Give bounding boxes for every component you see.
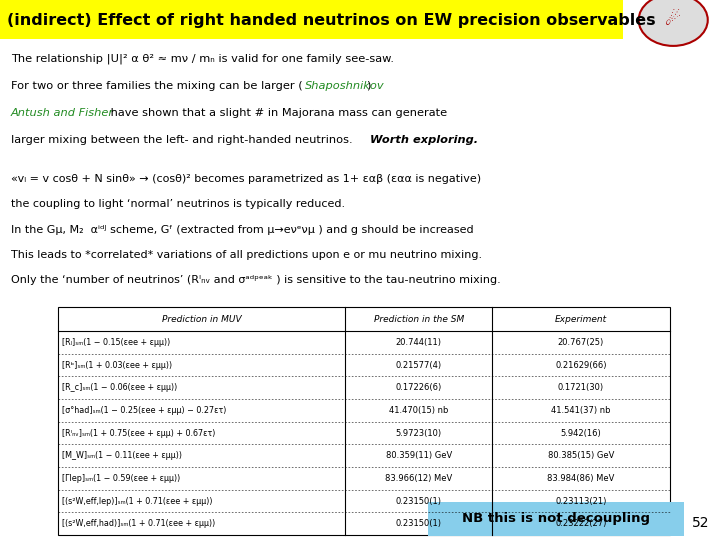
Text: 0.23113(21): 0.23113(21) <box>555 497 606 505</box>
Text: [Rᴵₙᵥ]ₛₘ(1 + 0.75(εee + εμμ) + 0.67ετ): [Rᴵₙᵥ]ₛₘ(1 + 0.75(εee + εμμ) + 0.67ετ) <box>62 429 215 437</box>
Text: larger mixing between the left- and right-handed neutrinos.: larger mixing between the left- and righ… <box>11 135 356 145</box>
Text: Prediction in the SM: Prediction in the SM <box>374 315 464 323</box>
Text: Experiment: Experiment <box>555 315 607 323</box>
Text: [σ°had]ₛₘ(1 − 0.25(εee + εμμ) − 0.27ετ): [σ°had]ₛₘ(1 − 0.25(εee + εμμ) − 0.27ετ) <box>62 406 226 415</box>
Text: For two or three families the mixing can be larger (: For two or three families the mixing can… <box>11 81 302 91</box>
Text: [(s²W,eff,lep)]ₛₘ(1 + 0.71(εee + εμμ)): [(s²W,eff,lep)]ₛₘ(1 + 0.71(εee + εμμ)) <box>62 497 212 505</box>
Text: NB this is not decoupling: NB this is not decoupling <box>462 512 650 525</box>
Text: 20.767(25): 20.767(25) <box>558 338 604 347</box>
Text: [(s²W,eff,had)]ₛₘ(1 + 0.71(εee + εμμ)): [(s²W,eff,had)]ₛₘ(1 + 0.71(εee + εμμ)) <box>62 519 215 528</box>
Text: 52: 52 <box>692 516 709 530</box>
Text: 0.1721(30): 0.1721(30) <box>558 383 604 392</box>
Text: [Γlep]ₛₘ(1 − 0.59(εee + εμμ)): [Γlep]ₛₘ(1 − 0.59(εee + εμμ)) <box>62 474 180 483</box>
Text: In the Gμ, M₂  αⁱᵈᴶ scheme, Gᶠ (extracted from μ→eνᵉνμ ) and g should be increas: In the Gμ, M₂ αⁱᵈᴶ scheme, Gᶠ (extracted… <box>11 225 474 235</box>
Text: 41.541(37) nb: 41.541(37) nb <box>551 406 611 415</box>
Text: 0.23150(1): 0.23150(1) <box>396 497 441 505</box>
Text: 5.9723(10): 5.9723(10) <box>395 429 442 437</box>
Text: Shaposhnikov: Shaposhnikov <box>305 81 384 91</box>
Circle shape <box>639 0 708 46</box>
Text: 0.23222(27): 0.23222(27) <box>555 519 606 528</box>
Text: 0.17226(6): 0.17226(6) <box>395 383 442 392</box>
Text: 0.21629(66): 0.21629(66) <box>555 361 607 369</box>
Text: The relationship |U|² α θ² ≈ mν / mₙ is valid for one family see-saw.: The relationship |U|² α θ² ≈ mν / mₙ is … <box>11 54 394 64</box>
FancyBboxPatch shape <box>428 502 684 536</box>
Text: ☄: ☄ <box>665 11 681 29</box>
Text: 41.470(15) nb: 41.470(15) nb <box>389 406 449 415</box>
FancyBboxPatch shape <box>58 307 670 535</box>
Text: 80.359(11) GeV: 80.359(11) GeV <box>385 451 452 460</box>
Text: (indirect) Effect of right handed neutrinos on EW precision observables: (indirect) Effect of right handed neutri… <box>7 13 656 28</box>
Text: [Rₗ]ₛₘ(1 − 0.15(εee + εμμ)): [Rₗ]ₛₘ(1 − 0.15(εee + εμμ)) <box>62 338 170 347</box>
Text: Antush and Fisher: Antush and Fisher <box>11 108 114 118</box>
Text: 0.21577(4): 0.21577(4) <box>395 361 442 369</box>
Text: This leads to *correlated* variations of all predictions upon e or mu neutrino m: This leads to *correlated* variations of… <box>11 250 482 260</box>
Text: [R_c]ₛₘ(1 − 0.06(εee + εμμ)): [R_c]ₛₘ(1 − 0.06(εee + εμμ)) <box>62 383 177 392</box>
Text: [Rᵇ]ₛₘ(1 + 0.03(εee + εμμ)): [Rᵇ]ₛₘ(1 + 0.03(εee + εμμ)) <box>62 361 172 369</box>
FancyBboxPatch shape <box>0 0 623 39</box>
Text: Only the ‘number of neutrinos’ (Rᴵₙᵥ and σᵃᵈᵖᵉᵃᵏ ) is sensitive to the tau-neutr: Only the ‘number of neutrinos’ (Rᴵₙᵥ and… <box>11 275 500 286</box>
Text: [M_W]ₛₘ(1 − 0.11(εee + εμμ)): [M_W]ₛₘ(1 − 0.11(εee + εμμ)) <box>62 451 182 460</box>
Text: 5.942(16): 5.942(16) <box>560 429 601 437</box>
Text: 83.984(86) MeV: 83.984(86) MeV <box>547 474 615 483</box>
Text: 80.385(15) GeV: 80.385(15) GeV <box>548 451 614 460</box>
Text: the coupling to light ‘normal’ neutrinos is typically reduced.: the coupling to light ‘normal’ neutrinos… <box>11 199 345 210</box>
Text: 83.966(12) MeV: 83.966(12) MeV <box>385 474 452 483</box>
Text: 0.23150(1): 0.23150(1) <box>396 519 441 528</box>
Text: «vₗ = v cosθ + N sinθ» → (cosθ)² becomes parametrized as 1+ εαβ (εαα is negative: «vₗ = v cosθ + N sinθ» → (cosθ)² becomes… <box>11 174 481 184</box>
Text: 20.744(11): 20.744(11) <box>396 338 441 347</box>
Text: Worth exploring.: Worth exploring. <box>370 135 478 145</box>
Text: have shown that a slight # in Majorana mass can generate: have shown that a slight # in Majorana m… <box>107 108 447 118</box>
Text: ): ) <box>366 81 371 91</box>
Text: Prediction in MUV: Prediction in MUV <box>161 315 241 323</box>
